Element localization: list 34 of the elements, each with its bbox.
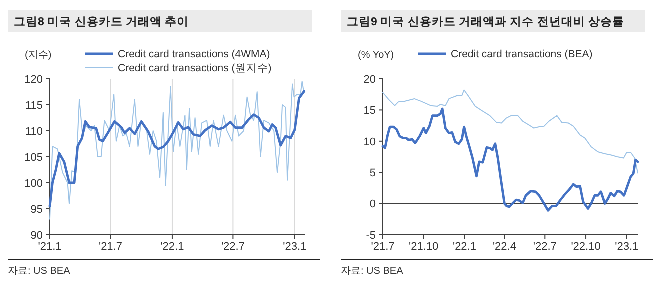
- x-tick-label: '22.10: [571, 241, 601, 253]
- x-tick-label: '22.1: [452, 241, 476, 253]
- x-tick-label: '21.1: [38, 241, 62, 253]
- chart-title: 그림9 미국 신용카드 거래액과 지수 전년대비 상승률: [347, 16, 625, 28]
- x-tick-label: '22.7: [533, 241, 557, 253]
- y-tick-label: 5: [370, 167, 376, 180]
- x-tick-label: '22.1: [160, 241, 184, 253]
- chart-title: 그림8 미국 신용카드 거래액 추이: [14, 16, 190, 28]
- text: 자료: US BEA: [8, 266, 71, 277]
- y-tick-label: -5: [366, 230, 376, 242]
- y-tick-label: 110: [25, 126, 43, 138]
- x-tick-label: '21.7: [371, 241, 395, 253]
- legend-label: Credit card transactions (BEA): [451, 48, 593, 61]
- x-tick-label: '21.10: [409, 241, 439, 253]
- y-tick-label: 15: [364, 105, 376, 118]
- y-tick-label: 90: [30, 230, 43, 242]
- legend-label: Credit card transactions (원지수): [118, 62, 272, 75]
- y-axis-title: (% YoY): [358, 50, 394, 61]
- x-tick-label: '23.1: [283, 241, 307, 253]
- y-tick-label: 20: [364, 74, 376, 86]
- y-axis-title: (지수): [25, 50, 52, 61]
- x-tick-label: '22.4: [492, 241, 516, 253]
- y-tick-label: 100: [24, 178, 43, 190]
- y-tick-label: 0: [370, 198, 376, 211]
- y-tick-label: 10: [364, 136, 376, 148]
- y-tick-label: 95: [30, 204, 43, 216]
- text: 자료: US BEA: [341, 266, 404, 277]
- y-tick-label: 115: [25, 100, 43, 112]
- y-tick-label: 105: [24, 152, 43, 164]
- x-tick-label: '23.1: [615, 241, 639, 253]
- legend-label: Credit card transactions (4WMA): [118, 48, 270, 61]
- y-tick-label: 120: [24, 74, 43, 86]
- x-tick-label: '22.7: [221, 241, 245, 253]
- x-tick-label: '21.7: [98, 241, 122, 253]
